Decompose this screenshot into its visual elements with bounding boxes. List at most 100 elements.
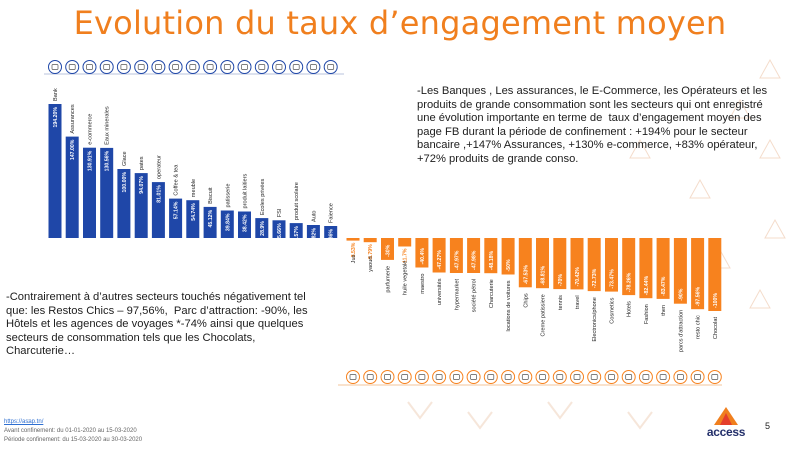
value-label: 130.91% xyxy=(88,150,94,171)
footer-period-during: Période confinement: du 15-03-2020 au 30… xyxy=(4,437,143,443)
value-label: -90% xyxy=(678,288,684,300)
category-label: resto chic xyxy=(696,315,702,339)
decor-chevron xyxy=(547,401,573,420)
slide-title: Evolution du taux d’engagement moyen xyxy=(73,4,727,42)
source-link[interactable]: https://asap.tn/ xyxy=(4,419,44,425)
bar-fsi xyxy=(272,220,286,238)
category-label: tennis xyxy=(558,295,564,310)
bar-universit-s xyxy=(432,238,446,273)
value-label: 38.42% xyxy=(243,214,249,232)
footer-period-before: Avant confinement: du 01-01-2020 au 15-0… xyxy=(4,428,137,434)
decor-chevron xyxy=(407,401,433,420)
value-label: 94.07% xyxy=(139,176,145,194)
phone-icon xyxy=(151,60,166,74)
category-label: Ecoles privées xyxy=(260,179,266,216)
value-label: 18.82% xyxy=(311,228,317,246)
category-label: Electronics/phone xyxy=(592,297,598,341)
decor-triangle xyxy=(749,288,771,309)
bar-creme-patissiere xyxy=(536,238,549,289)
bar-yaourt xyxy=(363,238,377,243)
decor-triangle xyxy=(629,138,651,159)
value-label: 25.66% xyxy=(277,223,283,241)
bar-chocolat xyxy=(708,238,722,311)
chart-bars xyxy=(48,104,722,311)
bar-e-commerce xyxy=(83,147,96,238)
value-label: 39.84% xyxy=(225,213,231,231)
category-label: Auto xyxy=(311,210,317,222)
category-label: Hotels xyxy=(627,301,633,317)
bar-biscuit xyxy=(203,206,217,238)
bar-then xyxy=(656,238,670,299)
decor-triangle xyxy=(759,58,781,79)
plane-icon xyxy=(570,370,584,384)
biscuit-icon xyxy=(203,60,218,74)
cream-icon xyxy=(535,370,550,384)
smartphone-icon xyxy=(587,370,602,384)
value-label: 81.01% xyxy=(156,185,162,203)
bar-coffee-tea xyxy=(169,198,183,238)
bar-tennis xyxy=(553,238,567,290)
graduation-icon xyxy=(432,370,447,384)
bar-glace xyxy=(117,169,131,238)
tile-icon xyxy=(323,60,338,74)
category-label: then xyxy=(661,305,667,316)
positive-sectors-text: -Les Banques , Les assurances, le E-Comm… xyxy=(417,85,771,165)
dish-icon xyxy=(690,370,705,384)
category-label: Faience xyxy=(329,203,335,223)
chocolate-icon xyxy=(707,370,722,384)
value-label: -70% xyxy=(558,274,564,286)
chart-value-labels: 194.20% 147.00% 130.91% 130.56% 100.00% 94.07… xyxy=(53,107,719,308)
category-label: produit scolaire xyxy=(294,182,300,220)
category-label: Chocolat xyxy=(713,317,719,340)
school-icon xyxy=(254,60,269,74)
value-label: 194.20% xyxy=(53,107,59,128)
brand-logo: access xyxy=(700,405,752,445)
decor-triangle xyxy=(759,138,781,159)
bar-auto xyxy=(306,225,320,238)
value-label: -3.53% xyxy=(351,242,357,259)
positive-icon-row xyxy=(44,60,344,75)
value-label: -83.47% xyxy=(661,276,667,296)
bar-faience xyxy=(324,226,338,238)
decor-triangle xyxy=(729,98,751,119)
yogurt-icon xyxy=(363,370,378,384)
category-label: société pétrol xyxy=(472,279,478,312)
value-label: 57.14% xyxy=(174,201,180,219)
value-label: -70.42% xyxy=(575,267,581,287)
bar-assurances xyxy=(65,136,79,238)
category-label: Creme patissiere xyxy=(541,294,547,336)
bar-parfumerie xyxy=(381,238,394,260)
category-label: Coffee & tea xyxy=(174,164,180,196)
value-label: -100% xyxy=(713,293,719,308)
bar-resto-chic xyxy=(691,238,705,310)
value-label: -73.47% xyxy=(610,269,616,289)
bar-ecoles-priv-es xyxy=(255,218,269,238)
shirt-icon xyxy=(638,370,653,384)
value-label: -78.26% xyxy=(627,272,633,292)
bar-produit-laitiers xyxy=(238,211,251,238)
value-label: -11.7% xyxy=(403,248,409,265)
bar-maestro xyxy=(415,238,429,268)
value-label: -72.73% xyxy=(592,268,598,288)
bar-fashion xyxy=(639,238,653,299)
juice-icon xyxy=(346,370,360,384)
cheese-icon xyxy=(414,370,429,384)
value-label: -48.18% xyxy=(489,250,495,270)
cake-icon xyxy=(220,60,235,74)
pasta-icon xyxy=(134,60,149,74)
chart-category-labels: Bank Assurances e-commerce Eaux minerales Gl… xyxy=(53,88,719,352)
bar-electronics-phone xyxy=(587,238,601,292)
value-label: -67.53% xyxy=(523,265,529,285)
bar-cosmetics xyxy=(605,238,618,292)
value-label: -68.81% xyxy=(541,265,547,285)
backpack-icon xyxy=(289,60,304,74)
category-label: hypermarket xyxy=(454,279,460,311)
bar-huile-vegetale xyxy=(398,238,412,247)
category-label: FSI xyxy=(277,208,283,217)
value-label: -97.56% xyxy=(696,286,702,306)
tennis-icon xyxy=(552,370,567,384)
shield-icon xyxy=(65,60,80,74)
value-label: -40.4% xyxy=(420,248,426,265)
bottle-icon xyxy=(99,60,114,74)
